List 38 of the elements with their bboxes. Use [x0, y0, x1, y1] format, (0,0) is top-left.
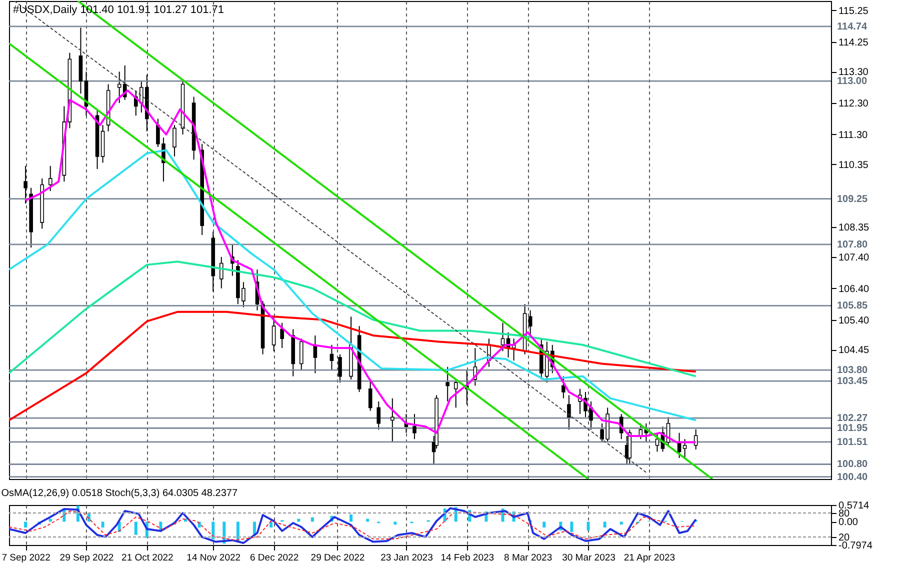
y2-tick-label: 80 [838, 508, 850, 520]
y-tick-label: 106.40 [838, 284, 870, 295]
x-tick-label: 14 Nov 2022 [186, 552, 241, 564]
ref-line-label: 102.27 [837, 413, 868, 424]
x-tick-label: 21 Apr 2023 [624, 552, 676, 564]
x-tick-label: 6 Dec 2022 [250, 552, 299, 564]
ref-line-label: 101.51 [837, 436, 868, 448]
y-tick-label: 104.45 [838, 345, 870, 356]
y-tick-label: -0.7974 [838, 540, 873, 552]
x-tick-label: 8 Mar 2023 [504, 552, 552, 564]
ref-line-label: 101.95 [837, 423, 868, 434]
ref-line-label: 114.74 [837, 21, 868, 32]
ref-line-label: 100.80 [837, 459, 868, 470]
x-tick-label: 30 Mar 2023 [562, 552, 616, 564]
x-tick-label: 29 Sep 2022 [60, 552, 114, 564]
y-tick-label: 0.00 [838, 517, 858, 528]
x-tick-label: 23 Jan 2023 [380, 552, 433, 564]
ref-line-label: 103.80 [837, 365, 868, 376]
ref-line-label: 103.45 [837, 376, 868, 388]
y-tick-label: 111.30 [838, 130, 868, 141]
ref-line-label: 113.00 [837, 76, 868, 88]
ref-line-label: 100.40 [837, 472, 868, 483]
x-tick-label: 21 Oct 2022 [122, 552, 174, 564]
chart-title: OsMA(12,26,9) 0.0518 Stoch(5,3,3) 64.0305 48.2377 [1, 488, 238, 499]
ref-line-label: 109.25 [837, 194, 868, 205]
x-tick-label: 29 Dec 2022 [310, 552, 365, 564]
x-tick-label: 14 Feb 2023 [440, 552, 494, 564]
y-tick-label: 113.30 [838, 67, 869, 78]
ref-line-label: 107.80 [837, 239, 868, 250]
y-tick-label: 110.35 [838, 160, 869, 171]
ref-line-label: 105.85 [837, 300, 868, 312]
y-tick-label: 112.30 [838, 98, 869, 110]
y-tick-label: 107.40 [838, 252, 870, 264]
y-tick-label: 115.25 [838, 6, 869, 17]
y-tick-label: 105.40 [838, 315, 870, 326]
y-tick-label: 114.25 [838, 37, 869, 48]
x-tick-label: 7 Sep 2022 [2, 552, 50, 564]
y-tick-label: 108.35 [838, 222, 870, 234]
